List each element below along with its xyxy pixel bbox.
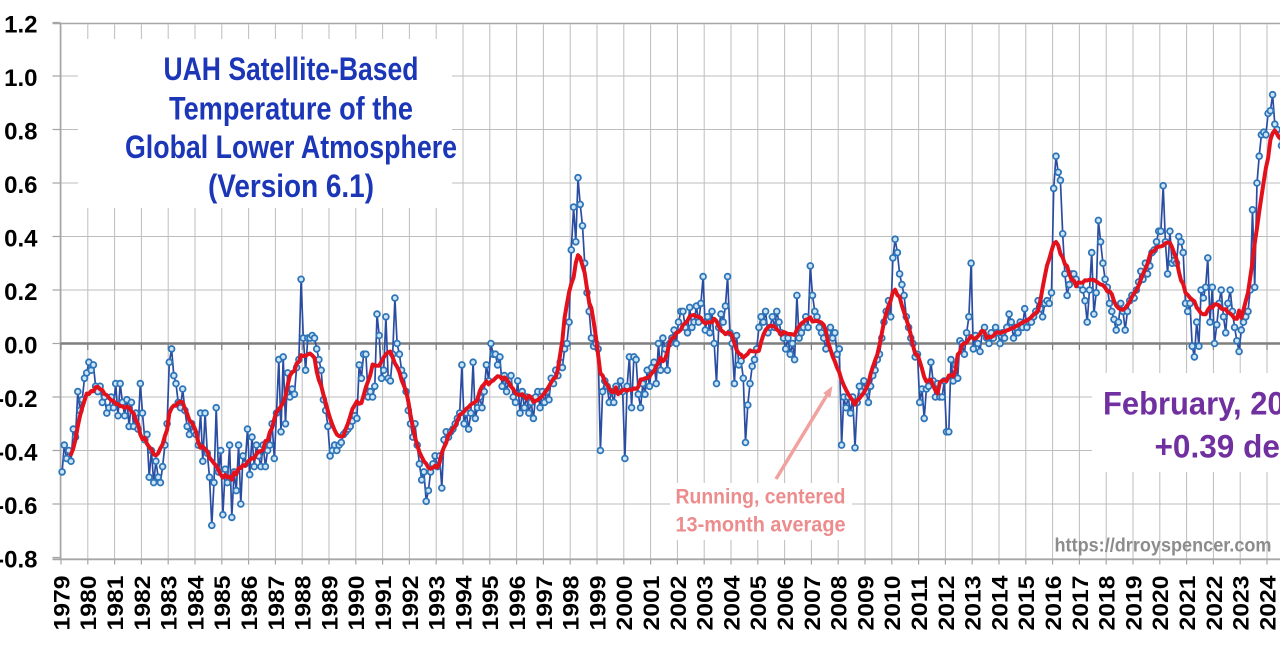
svg-text:2019: 2019 bbox=[1121, 576, 1146, 631]
svg-text:2016: 2016 bbox=[1041, 576, 1066, 631]
svg-text:Global Lower Atmosphere: Global Lower Atmosphere bbox=[125, 129, 457, 165]
svg-text:2003: 2003 bbox=[693, 576, 718, 631]
svg-text:1986: 1986 bbox=[237, 576, 262, 631]
svg-text:2005: 2005 bbox=[746, 576, 771, 631]
svg-text:1982: 1982 bbox=[130, 576, 155, 631]
svg-text:2024: 2024 bbox=[1255, 575, 1280, 631]
svg-text:2020: 2020 bbox=[1148, 576, 1173, 631]
svg-text:1988: 1988 bbox=[291, 576, 316, 631]
svg-text:UAH Satellite-Based: UAH Satellite-Based bbox=[164, 51, 419, 87]
svg-text:1987: 1987 bbox=[264, 576, 289, 631]
svg-text:1993: 1993 bbox=[425, 576, 450, 631]
svg-text:February, 2026: February, 2026 bbox=[1103, 385, 1280, 421]
svg-text:1985: 1985 bbox=[210, 576, 235, 631]
svg-text:2023: 2023 bbox=[1229, 576, 1254, 631]
svg-text:1992: 1992 bbox=[398, 576, 423, 631]
svg-text:2000: 2000 bbox=[612, 576, 637, 631]
svg-text:1999: 1999 bbox=[585, 576, 610, 631]
svg-text:1996: 1996 bbox=[505, 576, 530, 631]
svg-text:+0.39 deg. C: +0.39 deg. C bbox=[1155, 428, 1280, 464]
svg-text:1995: 1995 bbox=[478, 576, 503, 631]
svg-text:2011: 2011 bbox=[907, 576, 932, 631]
svg-text:1989: 1989 bbox=[317, 576, 342, 631]
svg-text:Temperature of the: Temperature of the bbox=[169, 90, 413, 126]
svg-text:2007: 2007 bbox=[800, 576, 825, 631]
svg-text:2022: 2022 bbox=[1202, 576, 1227, 631]
svg-text:1990: 1990 bbox=[344, 576, 369, 631]
svg-text:1980: 1980 bbox=[76, 576, 101, 631]
svg-text:-0.6: -0.6 bbox=[0, 493, 38, 520]
svg-text:2009: 2009 bbox=[853, 576, 878, 631]
svg-text:1994: 1994 bbox=[451, 575, 476, 631]
svg-text:2004: 2004 bbox=[719, 575, 744, 631]
svg-text:1.2: 1.2 bbox=[4, 11, 37, 38]
svg-text:0.4: 0.4 bbox=[4, 225, 38, 252]
svg-text:1984: 1984 bbox=[183, 575, 208, 631]
svg-text:2018: 2018 bbox=[1095, 576, 1120, 631]
svg-text:-0.8: -0.8 bbox=[0, 546, 38, 573]
svg-text:2008: 2008 bbox=[827, 576, 852, 631]
svg-text:0.2: 0.2 bbox=[4, 279, 37, 306]
svg-text:0.0: 0.0 bbox=[4, 332, 37, 359]
svg-text:2002: 2002 bbox=[666, 576, 691, 631]
svg-text:2001: 2001 bbox=[639, 576, 664, 631]
svg-text:13-month average: 13-month average bbox=[676, 514, 846, 537]
svg-text:1.0: 1.0 bbox=[4, 65, 37, 92]
svg-text:1991: 1991 bbox=[371, 576, 396, 631]
svg-text:(Version 6.1): (Version 6.1) bbox=[208, 168, 374, 204]
svg-text:https://drroyspencer.com: https://drroyspencer.com bbox=[1055, 536, 1272, 557]
svg-text:1981: 1981 bbox=[103, 576, 128, 631]
svg-text:1998: 1998 bbox=[559, 576, 584, 631]
svg-text:-0.4: -0.4 bbox=[0, 439, 38, 466]
svg-text:1983: 1983 bbox=[157, 576, 182, 631]
svg-text:0.8: 0.8 bbox=[4, 118, 37, 145]
svg-text:2015: 2015 bbox=[1014, 576, 1039, 631]
svg-text:1997: 1997 bbox=[532, 576, 557, 631]
svg-text:2017: 2017 bbox=[1068, 576, 1093, 631]
svg-text:2013: 2013 bbox=[961, 576, 986, 631]
svg-text:2014: 2014 bbox=[987, 575, 1012, 631]
svg-text:2006: 2006 bbox=[773, 576, 798, 631]
svg-text:Running, centered: Running, centered bbox=[676, 486, 846, 509]
svg-text:0.6: 0.6 bbox=[4, 172, 37, 199]
svg-text:2021: 2021 bbox=[1175, 576, 1200, 631]
svg-text:2012: 2012 bbox=[934, 576, 959, 631]
svg-text:-0.2: -0.2 bbox=[0, 386, 38, 413]
svg-text:2010: 2010 bbox=[880, 576, 905, 631]
svg-text:1979: 1979 bbox=[49, 576, 74, 631]
